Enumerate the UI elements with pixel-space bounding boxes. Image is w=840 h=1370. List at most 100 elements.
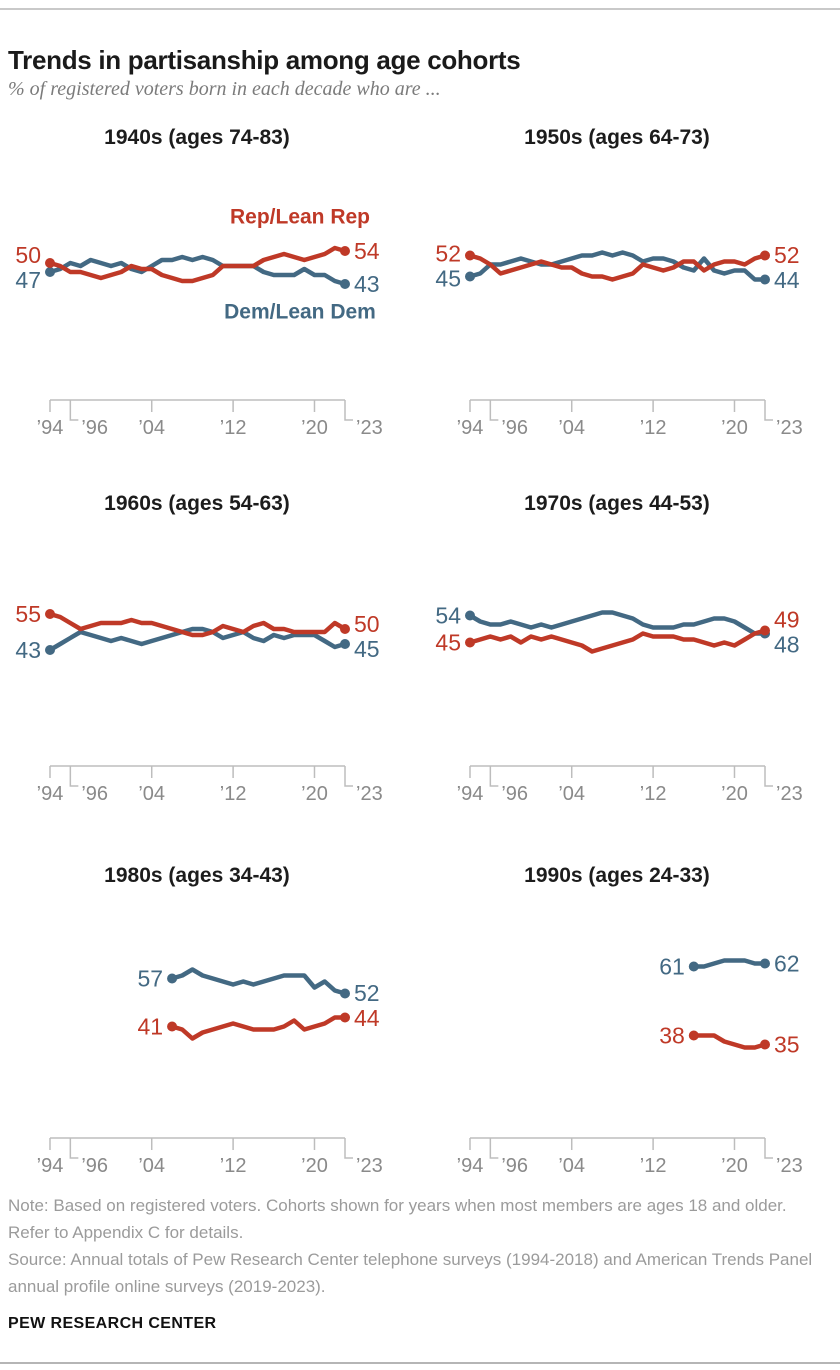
panel-1970s: 1970s (ages 44-53) ’94 ’96 ’04 ’12 ’20 ’23 54 45… xyxy=(420,486,840,821)
chart-svg-1990s: ’94 ’96 ’04 ’12 ’20 ’23 61 38 62 35 xyxy=(457,951,803,1178)
panel-title-1940s: 1940s (ages 74-83) xyxy=(104,126,290,149)
axis-elbow-tick xyxy=(344,400,353,421)
page-title: Trends in partisanship among age cohorts xyxy=(8,45,521,76)
dem-line xyxy=(169,967,348,996)
axis-tick-label: ’12 xyxy=(220,783,247,805)
legend-dem-label: Dem/Lean Dem xyxy=(224,301,376,324)
rep-line xyxy=(47,245,348,284)
dem-right-value-label: 44 xyxy=(774,267,800,293)
dem-right-value-label: 62 xyxy=(774,951,800,977)
rep-left-value-label: 45 xyxy=(435,630,461,656)
rep-right-value-label: 35 xyxy=(774,1032,800,1058)
dem-right-value-label: 48 xyxy=(774,632,800,658)
axis-elbow-tick xyxy=(489,400,499,421)
brand-label: PEW RESEARCH CENTER xyxy=(8,1315,217,1332)
dem-start-dot xyxy=(167,973,178,984)
dem-end-dot xyxy=(340,639,350,649)
axis-tick-label: ’20 xyxy=(301,783,328,805)
panel-title-1970s: 1970s (ages 44-53) xyxy=(524,492,710,515)
rep-left-value-label: 41 xyxy=(137,1014,163,1040)
axis-tick-label: ’96 xyxy=(81,1155,108,1177)
dem-line xyxy=(467,250,768,282)
panel-1960s: 1960s (ages 54-63) ’94 ’96 ’04 ’12 ’20 ’23 55 43… xyxy=(0,486,420,821)
axis-tick-label: ’94 xyxy=(457,1155,484,1177)
axis-tick-label: ’12 xyxy=(220,1155,247,1177)
axis-tick-label: ’04 xyxy=(138,783,165,805)
chart-svg-1940s: ’94 ’96 ’04 ’12 ’20 ’23 Rep/Lean Rep Dem/Lean D… xyxy=(15,206,383,440)
page-subtitle: % of registered voters born in each deca… xyxy=(8,78,441,100)
axis-tick-label: ’20 xyxy=(301,417,328,439)
axis-tick-label: ’04 xyxy=(558,1155,585,1177)
axis-tick-label: ’94 xyxy=(457,783,484,805)
axis-elbow-tick xyxy=(344,766,353,787)
dem-line xyxy=(47,626,348,653)
axis-tick-label: ’94 xyxy=(37,1155,64,1177)
panel-title-1990s: 1990s (ages 24-33) xyxy=(524,864,710,887)
rep-start-dot xyxy=(465,250,475,261)
axis-tick-label: ’23 xyxy=(356,1155,383,1177)
dem-left-value-label: 61 xyxy=(659,954,685,980)
axis-tick-label: ’96 xyxy=(81,783,108,805)
rep-start-dot xyxy=(167,1021,178,1032)
dem-line xyxy=(691,958,768,969)
axis-tick-label: ’12 xyxy=(220,417,247,439)
x-axis xyxy=(469,399,773,421)
axis-tick-label: ’96 xyxy=(501,417,528,439)
axis-elbow-tick xyxy=(764,766,773,787)
axis-elbow-tick xyxy=(764,1138,773,1159)
rep-end-dot xyxy=(340,624,350,634)
dem-start-dot xyxy=(688,961,699,972)
axis-tick-label: ’20 xyxy=(301,1155,328,1177)
rep-right-value-label: 44 xyxy=(354,1005,380,1031)
rep-line xyxy=(47,611,348,638)
axis-tick-label: ’04 xyxy=(558,783,585,805)
axis-elbow-tick xyxy=(69,1138,79,1159)
axis-tick-label: ’12 xyxy=(640,783,667,805)
footer-source: Source: Annual totals of Pew Research Ce… xyxy=(8,1250,813,1296)
axis-elbow-tick xyxy=(344,1138,353,1159)
rep-start-dot xyxy=(45,258,55,268)
axis-tick-label: ’96 xyxy=(501,1155,528,1177)
x-axis xyxy=(49,399,353,421)
axis-tick-label: ’96 xyxy=(501,783,528,805)
axis-tick-label: ’23 xyxy=(356,783,383,805)
dem-left-value-label: 45 xyxy=(435,266,461,292)
x-axis xyxy=(469,1137,773,1159)
dem-right-value-label: 45 xyxy=(354,636,380,662)
legend-rep-label: Rep/Lean Rep xyxy=(230,206,370,229)
axis-tick-label: ’04 xyxy=(558,417,585,439)
dem-left-value-label: 57 xyxy=(137,966,163,992)
dem-line xyxy=(47,254,348,287)
x-axis xyxy=(469,765,773,787)
rep-left-value-label: 38 xyxy=(659,1023,685,1049)
axis-elbow-tick xyxy=(69,400,79,421)
axis-tick-label: ’96 xyxy=(81,417,108,439)
axis-tick-label: ’20 xyxy=(721,1155,748,1177)
panel-title-1960s: 1960s (ages 54-63) xyxy=(104,492,290,515)
rep-right-value-label: 52 xyxy=(774,242,800,268)
rep-left-value-label: 52 xyxy=(435,241,461,267)
dem-left-value-label: 54 xyxy=(435,603,461,629)
panel-1940s: 1940s (ages 74-83) ’94 ’96 ’04 ’12 ’20 ’23 Rep/… xyxy=(0,120,420,455)
rep-line xyxy=(467,253,768,282)
axis-tick-label: ’94 xyxy=(37,783,64,805)
panel-title-1950s: 1950s (ages 64-73) xyxy=(524,126,710,149)
axis-tick-label: ’94 xyxy=(457,417,484,439)
axis-tick-label: ’20 xyxy=(721,417,748,439)
dem-end-dot xyxy=(340,279,350,289)
rep-end-dot xyxy=(340,246,350,256)
rep-left-value-label: 50 xyxy=(15,242,41,268)
axis-tick-label: ’12 xyxy=(640,417,667,439)
axis-elbow-tick xyxy=(489,766,499,787)
axis-tick-label: ’23 xyxy=(356,417,383,439)
axis-tick-label: ’23 xyxy=(776,1155,803,1177)
rep-line xyxy=(691,1033,768,1050)
axis-tick-label: ’23 xyxy=(776,783,803,805)
rep-line xyxy=(169,1015,348,1041)
rep-start-dot xyxy=(688,1030,699,1041)
dem-left-value-label: 43 xyxy=(15,637,41,663)
